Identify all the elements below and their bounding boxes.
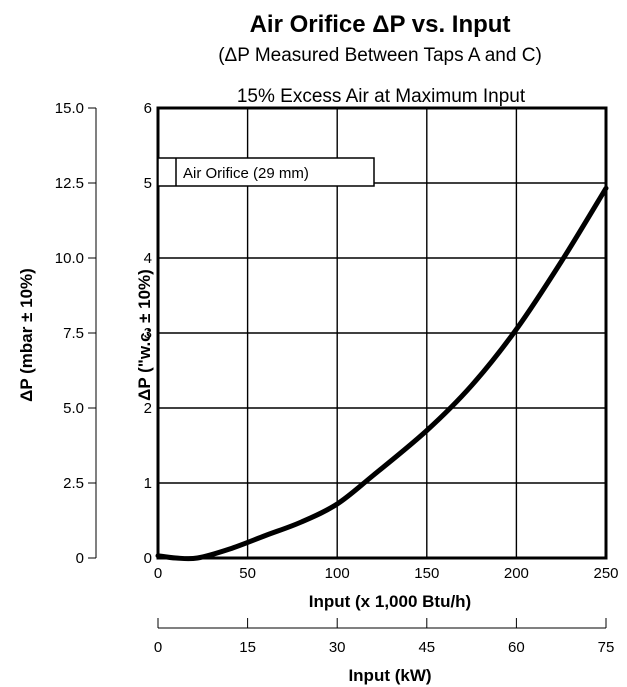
y2-tick-label: 12.5 [55,175,84,192]
chart-title: Air Orifice ΔP vs. Input [250,11,511,38]
y-tick-label: 4 [144,250,152,267]
y2-axis: 0 2.5 5.0 7.5 10.0 12.5 15.0 [55,100,97,567]
x-axis-ticks: 0 50 100 150 200 250 [154,565,619,582]
y-axis-ticks: 0 1 2 3 4 5 6 [144,100,152,567]
x-tick-label: 150 [414,565,439,582]
x2-tick-label: 60 [508,639,525,656]
y2-axis-label: ΔP (mbar ± 10%) [17,268,36,402]
plot-border [156,106,608,560]
y-tick-label: 0 [144,550,152,567]
x2-tick-label: 0 [154,639,162,656]
y-tick-label: 2 [144,400,152,417]
x-tick-label: 200 [504,565,529,582]
series-line-air-orifice [155,185,609,562]
x-tick-label: 50 [239,565,256,582]
x2-tick-label: 15 [239,639,256,656]
x2-tick-label: 75 [598,639,615,656]
x-tick-label: 0 [154,565,162,582]
y2-tick-label: 10.0 [55,250,84,267]
y-tick-label: 6 [144,100,152,117]
legend: Air Orifice (29 mm) [157,157,375,187]
y2-tick-label: 5.0 [63,400,84,417]
y2-tick-label: 15.0 [55,100,84,117]
curve-group [155,185,609,562]
x2-axis-label: Input (kW) [348,666,431,685]
y-tick-label: 5 [144,175,152,192]
y2-tick-label: 2.5 [63,475,84,492]
plot-frame [156,106,608,560]
y-tick-label: 1 [144,475,152,492]
legend-frame [157,157,375,187]
x2-tick-label: 30 [329,639,346,656]
y-tick-label: 3 [144,325,152,342]
y2-tick-label: 7.5 [63,325,84,342]
x2-axis: 0 15 30 45 60 75 [154,618,615,656]
x2-tick-label: 45 [418,639,435,656]
chart-condition: 15% Excess Air at Maximum Input [237,86,526,107]
x-tick-label: 100 [325,565,350,582]
x-tick-label: 250 [593,565,618,582]
x-axis-label: Input (x 1,000 Btu/h) [309,592,471,611]
legend-label: Air Orifice (29 mm) [183,165,309,182]
y-axis-label: ΔP ("w.c. ± 10%) [135,269,154,401]
y2-tick-label: 0 [76,550,84,567]
chart-subtitle: (ΔP Measured Between Taps A and C) [218,45,542,66]
